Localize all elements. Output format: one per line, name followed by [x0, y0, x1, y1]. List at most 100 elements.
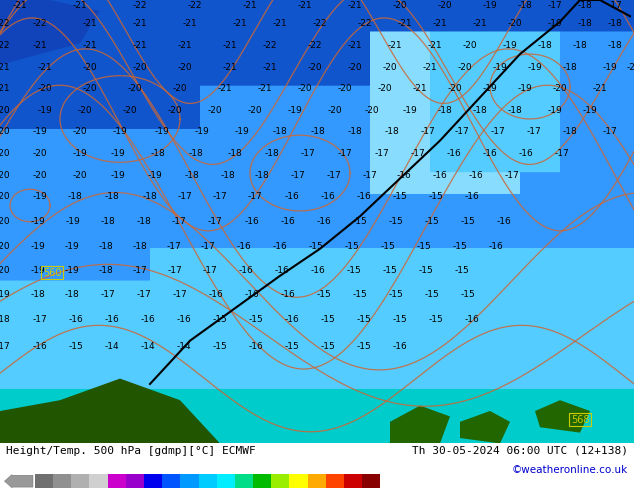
- Text: -18: -18: [264, 149, 280, 158]
- Text: -20: -20: [73, 171, 87, 180]
- Text: -18: -18: [508, 106, 522, 115]
- Bar: [71, 474, 89, 488]
- Text: -21: -21: [82, 19, 97, 28]
- Text: -20: -20: [553, 84, 567, 93]
- Text: -19: -19: [66, 217, 81, 226]
- Text: -15: -15: [212, 315, 228, 323]
- Text: -19: -19: [30, 217, 46, 226]
- Text: -20: -20: [298, 84, 313, 93]
- Text: -17: -17: [505, 171, 519, 180]
- Text: -21: -21: [423, 63, 437, 72]
- Text: -19: -19: [37, 106, 53, 115]
- FancyArrow shape: [4, 474, 33, 488]
- Text: -16: -16: [273, 242, 287, 251]
- Text: -20: -20: [328, 106, 342, 115]
- Text: -21: -21: [0, 63, 10, 72]
- Text: -22: -22: [0, 41, 10, 50]
- Text: -21: -21: [273, 19, 287, 28]
- Text: -18: -18: [607, 19, 623, 28]
- Bar: [217, 474, 235, 488]
- Text: -20: -20: [178, 63, 192, 72]
- Text: -22: -22: [313, 19, 327, 28]
- Text: -21: -21: [413, 84, 427, 93]
- Text: 560: 560: [42, 268, 61, 277]
- Text: -16: -16: [465, 193, 479, 201]
- Bar: [126, 474, 144, 488]
- Text: -16: -16: [446, 149, 462, 158]
- Text: -19: -19: [148, 171, 162, 180]
- Text: -15: -15: [285, 342, 299, 351]
- Bar: [198, 474, 217, 488]
- Text: -17: -17: [167, 242, 181, 251]
- Text: -20: -20: [508, 19, 522, 28]
- Text: -19: -19: [527, 63, 542, 72]
- Text: -16: -16: [465, 315, 479, 323]
- Text: -17: -17: [411, 149, 425, 158]
- Text: -15: -15: [453, 242, 467, 251]
- Text: -16: -16: [236, 242, 251, 251]
- Text: -20: -20: [378, 84, 392, 93]
- Text: -20: -20: [82, 63, 97, 72]
- Polygon shape: [460, 411, 510, 443]
- Text: -18: -18: [311, 127, 325, 136]
- Text: -18: -18: [607, 41, 623, 50]
- Text: -19: -19: [482, 1, 498, 10]
- Text: -19: -19: [548, 106, 562, 115]
- Text: -18: -18: [578, 1, 592, 10]
- Text: -17: -17: [212, 193, 228, 201]
- Text: -15: -15: [212, 342, 228, 351]
- Text: -21: -21: [183, 19, 197, 28]
- Text: -17: -17: [555, 149, 569, 158]
- Text: -17: -17: [248, 193, 262, 201]
- Text: -18: -18: [68, 193, 82, 201]
- Text: -18: -18: [472, 106, 488, 115]
- Text: -15: -15: [383, 266, 398, 275]
- Text: -19: -19: [30, 242, 46, 251]
- Text: -20: -20: [78, 106, 93, 115]
- Text: -21: -21: [82, 41, 97, 50]
- Text: -14: -14: [105, 342, 119, 351]
- Text: -20: -20: [167, 106, 183, 115]
- Text: -18: -18: [573, 41, 587, 50]
- Bar: [253, 474, 271, 488]
- Text: -20: -20: [463, 41, 477, 50]
- Text: -16: -16: [68, 315, 84, 323]
- Text: -15: -15: [389, 290, 403, 299]
- Text: -17: -17: [207, 217, 223, 226]
- Text: -19: -19: [493, 63, 507, 72]
- Text: -20: -20: [123, 106, 138, 115]
- Text: -19: -19: [65, 266, 79, 275]
- Text: -16: -16: [245, 217, 259, 226]
- Text: -16: -16: [496, 217, 512, 226]
- Text: -17: -17: [101, 290, 115, 299]
- Text: -16: -16: [397, 171, 411, 180]
- Text: -22: -22: [262, 41, 277, 50]
- Text: -19: -19: [155, 127, 169, 136]
- Text: -15: -15: [353, 217, 367, 226]
- Text: -16: -16: [105, 315, 119, 323]
- Text: -18: -18: [101, 217, 115, 226]
- Text: -20: -20: [127, 84, 142, 93]
- Text: -20: -20: [0, 266, 10, 275]
- Text: -17: -17: [32, 315, 48, 323]
- Text: -20: -20: [0, 171, 10, 180]
- Text: -16: -16: [519, 149, 533, 158]
- Bar: [326, 474, 344, 488]
- Text: -18: -18: [578, 19, 592, 28]
- Text: -18: -18: [99, 242, 113, 251]
- Text: -19: -19: [110, 171, 126, 180]
- Text: -15: -15: [321, 315, 335, 323]
- Text: -19: -19: [32, 127, 48, 136]
- Text: -15: -15: [429, 315, 443, 323]
- Text: -17: -17: [301, 149, 315, 158]
- Text: -20: -20: [307, 63, 322, 72]
- Text: -18: -18: [151, 149, 165, 158]
- Text: -19: -19: [195, 127, 209, 136]
- Text: -16: -16: [489, 242, 503, 251]
- Text: -22: -22: [0, 19, 10, 28]
- Text: -22: -22: [307, 41, 322, 50]
- Text: -15: -15: [455, 266, 469, 275]
- Text: -19: -19: [288, 106, 302, 115]
- Text: -20: -20: [347, 63, 362, 72]
- Text: -18: -18: [105, 193, 119, 201]
